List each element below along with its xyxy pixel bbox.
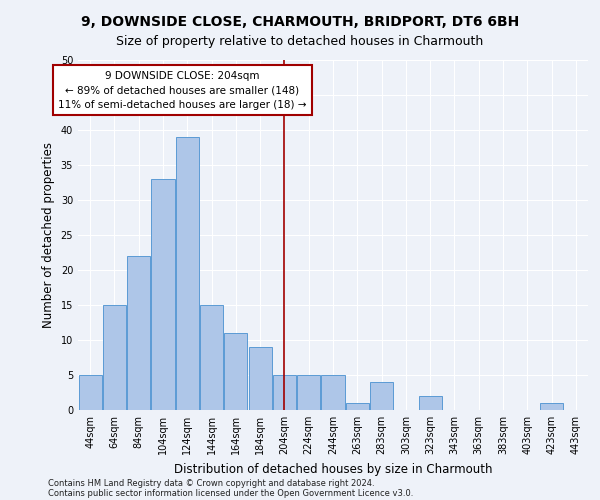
Bar <box>176 137 199 410</box>
Bar <box>419 396 442 410</box>
Text: 9, DOWNSIDE CLOSE, CHARMOUTH, BRIDPORT, DT6 6BH: 9, DOWNSIDE CLOSE, CHARMOUTH, BRIDPORT, … <box>81 15 519 29</box>
Bar <box>322 375 344 410</box>
Text: Contains HM Land Registry data © Crown copyright and database right 2024.: Contains HM Land Registry data © Crown c… <box>48 478 374 488</box>
Bar <box>540 403 563 410</box>
Text: Size of property relative to detached houses in Charmouth: Size of property relative to detached ho… <box>116 35 484 48</box>
Text: Contains public sector information licensed under the Open Government Licence v3: Contains public sector information licen… <box>48 488 413 498</box>
Bar <box>200 305 223 410</box>
Bar <box>346 403 369 410</box>
Bar <box>273 375 296 410</box>
X-axis label: Distribution of detached houses by size in Charmouth: Distribution of detached houses by size … <box>174 462 492 475</box>
Bar <box>297 375 320 410</box>
Bar <box>370 382 393 410</box>
Bar <box>103 305 126 410</box>
Bar <box>224 333 247 410</box>
Bar <box>248 347 272 410</box>
Y-axis label: Number of detached properties: Number of detached properties <box>42 142 55 328</box>
Bar <box>151 179 175 410</box>
Bar <box>127 256 150 410</box>
Bar <box>79 375 101 410</box>
Text: 9 DOWNSIDE CLOSE: 204sqm
← 89% of detached houses are smaller (148)
11% of semi-: 9 DOWNSIDE CLOSE: 204sqm ← 89% of detach… <box>58 70 307 110</box>
